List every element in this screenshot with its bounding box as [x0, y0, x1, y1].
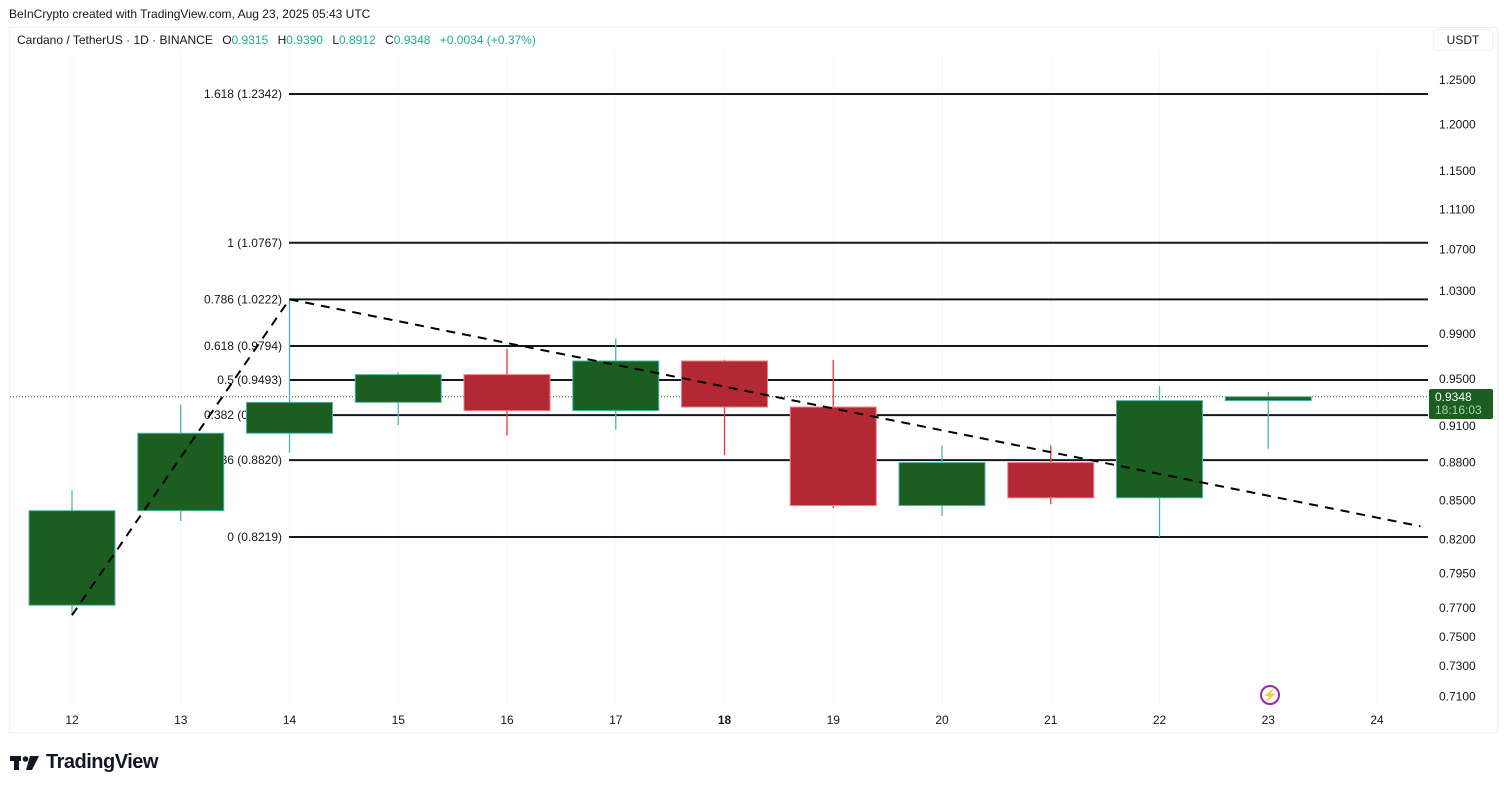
price-axis-label: 0.9100: [1439, 419, 1476, 433]
fib-level-label: 0.618 (0.9794): [204, 339, 282, 353]
price-axis-label: 0.7950: [1439, 566, 1476, 580]
candle-body[interactable]: [572, 360, 660, 412]
price-axis-label: 1.0300: [1439, 284, 1476, 298]
candle-body[interactable]: [354, 374, 442, 403]
time-axis-label: 24: [1370, 713, 1384, 727]
symbol-legend: Cardano / TetherUS · 1D · BINANCE O0.931…: [17, 33, 536, 47]
price-axis-label: 0.7500: [1439, 630, 1476, 644]
time-axis-label: 13: [174, 713, 188, 727]
low-value: 0.8912: [339, 33, 376, 47]
time-axis-label: 20: [935, 713, 949, 727]
last-price-tag: 0.9348 18:16:03: [1429, 389, 1493, 419]
chart-credit: BeInCrypto created with TradingView.com,…: [9, 7, 371, 21]
low-label: L: [332, 33, 339, 47]
candle-body[interactable]: [1007, 462, 1095, 499]
price-axis-label: 0.7700: [1439, 601, 1476, 615]
price-axis-label: 1.1500: [1439, 164, 1476, 178]
time-axis-label: 14: [283, 713, 297, 727]
price-axis-label: 0.8800: [1439, 456, 1476, 470]
price-axis-label: 1.1100: [1439, 203, 1475, 217]
time-axis-label: 17: [609, 713, 623, 727]
time-axis-label: 12: [65, 713, 79, 727]
candle-body[interactable]: [137, 432, 225, 512]
candle-body[interactable]: [28, 510, 116, 606]
candle-body[interactable]: [898, 462, 986, 507]
change-value: +0.0034 (+0.37%): [439, 33, 536, 47]
fib-level-label: 0.5 (0.9493): [217, 373, 282, 387]
fib-level-label: 1.618 (1.2342): [204, 87, 282, 101]
fib-level-label: 0.786 (1.0222): [204, 292, 282, 306]
chart-frame: [9, 27, 1499, 733]
last-price-value: 0.9348: [1435, 390, 1472, 404]
currency-unit-button[interactable]: USDT: [1433, 29, 1493, 51]
candle-body[interactable]: [463, 374, 551, 412]
high-label: H: [277, 33, 287, 47]
close-label: C: [385, 33, 394, 47]
price-axis-label: 0.8500: [1439, 493, 1476, 507]
symbol-title[interactable]: Cardano / TetherUS · 1D · BINANCE: [17, 33, 213, 47]
open-value: 0.9315: [231, 33, 269, 47]
candle-body[interactable]: [789, 406, 877, 507]
time-axis-label: 23: [1262, 713, 1276, 727]
tradingview-logo: TradingView: [10, 751, 158, 774]
time-axis-label: 16: [500, 713, 514, 727]
price-axis-label: 0.9900: [1439, 327, 1476, 341]
open-label: O: [222, 33, 232, 47]
time-axis-label: 21: [1044, 713, 1058, 727]
close-value: 0.9348: [393, 33, 431, 47]
price-axis-edge: [1496, 28, 1498, 732]
candle-body[interactable]: [246, 401, 333, 434]
time-axis-label: 18: [718, 713, 732, 727]
price-axis-label: 1.2500: [1439, 73, 1476, 87]
dashed-trend-line[interactable]: [289, 298, 1421, 528]
price-axis-label: 0.7300: [1439, 659, 1476, 673]
time-axis-label: 15: [392, 713, 406, 727]
price-axis-label: 0.8200: [1439, 533, 1476, 547]
price-axis-label: 1.0700: [1439, 243, 1476, 257]
time-axis-label: 19: [827, 713, 841, 727]
bar-countdown: 18:16:03: [1435, 403, 1482, 417]
logo-text: TradingView: [46, 751, 158, 773]
high-value: 0.9390: [286, 33, 323, 47]
candle-body[interactable]: [1116, 400, 1203, 499]
tradingview-logo-icon: [10, 755, 39, 770]
candle-body[interactable]: [681, 360, 768, 408]
fib-level-label: 0 (0.8219): [227, 530, 282, 544]
time-axis-label: 22: [1153, 713, 1167, 727]
fib-level-label: 1 (1.0767): [227, 236, 282, 250]
price-axis-label: 1.2000: [1439, 118, 1476, 132]
price-axis-label: 0.7100: [1439, 689, 1476, 703]
lightning-alert-icon[interactable]: ⚡: [1260, 685, 1280, 705]
candle-body[interactable]: [1224, 396, 1312, 402]
price-axis-label: 0.9500: [1439, 372, 1476, 386]
